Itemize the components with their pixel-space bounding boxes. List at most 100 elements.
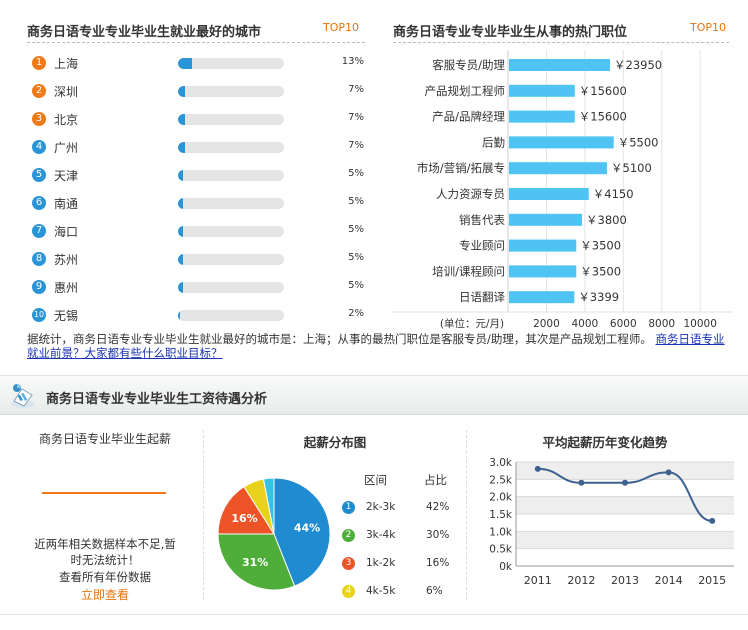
legend-number: 2 [342, 529, 355, 542]
y-tick-label: 2.5k [489, 474, 513, 486]
city-name: 北京 [54, 113, 79, 127]
starting-salary-note-2: 时无法统计！ [70, 553, 140, 567]
job-value-label: ￥5100 [611, 161, 652, 175]
rank-badge: 3 [32, 112, 46, 126]
starting-salary-note-3: 查看所有年份数据 [59, 570, 151, 584]
job-category-label: 销售代表 [459, 213, 505, 227]
legend-share: 30% [426, 529, 450, 541]
rank-badge: 4 [32, 140, 46, 154]
rank-badge: 9 [32, 280, 46, 294]
cities-top10-badge: TOP10 [323, 21, 360, 34]
city-row: 7 海口 5% [32, 222, 364, 242]
legend-range: 3k-4k [366, 529, 396, 541]
legend-share: 16% [426, 557, 450, 569]
rank-badge: 7 [32, 224, 46, 238]
city-share-track [178, 114, 284, 125]
legend-header-range: 区间 [364, 473, 387, 487]
job-value-label: ￥3500 [580, 239, 621, 253]
city-name: 南通 [54, 197, 79, 211]
cities-divider [27, 42, 365, 43]
x-tick-label: 2012 [567, 574, 595, 587]
trend-point [578, 479, 585, 486]
legend-header-share: 占比 [424, 473, 447, 487]
job-bar [509, 110, 575, 123]
rank-badge: 1 [32, 56, 46, 70]
job-bar [509, 265, 577, 278]
legend-row: 2 3k-4k 30% [342, 528, 452, 544]
job-value-label: ￥15600 [579, 84, 627, 98]
city-row: 3 北京 7% [32, 110, 364, 130]
city-share-pct: 7% [348, 112, 364, 123]
trend-point [534, 465, 541, 472]
city-name: 无锡 [54, 309, 79, 323]
pie-slice-label: 31% [242, 556, 268, 569]
rank-badge: 5 [32, 168, 46, 182]
legend-number: 4 [342, 585, 355, 598]
city-name: 海口 [54, 225, 79, 239]
starting-salary-title: 商务日语专业毕业生起薪 [38, 432, 171, 446]
city-share-track [178, 142, 284, 153]
y-tick-label: 1.0k [489, 526, 513, 538]
city-share-pct: 5% [348, 196, 364, 207]
city-row: 1 上海 13% [32, 54, 364, 74]
distribution-title: 起薪分布图 [303, 435, 367, 450]
city-share-track [178, 310, 284, 321]
job-value-label: ￥3500 [580, 264, 621, 278]
summary-link[interactable]: 商务日语专业就业前景？大家都有些什么职业目标？ [27, 332, 725, 360]
y-tick-label: 2.0k [489, 492, 513, 504]
city-share-track [178, 170, 284, 181]
city-share-track [178, 58, 284, 69]
job-value-label: ￥5500 [618, 135, 659, 149]
pie-slice [262, 477, 275, 535]
job-category-label: 日语翻译 [459, 290, 505, 304]
job-value-label: ￥23950 [614, 58, 662, 72]
pie-slice-label: 16% [231, 512, 257, 525]
job-bar [509, 136, 614, 149]
salary-section-title: 商务日语专业专业毕业生工资待遇分析 [46, 392, 268, 407]
city-share-fill [178, 282, 183, 293]
city-share-fill [178, 310, 180, 321]
job-category-label: 培训/课程顾问 [432, 264, 505, 278]
city-share-fill [178, 142, 185, 153]
city-row: 10 无锡 2% [32, 306, 364, 326]
pie-slice [273, 477, 331, 587]
legend-range: 4k-5k [366, 585, 396, 597]
chart-doc-icon [11, 384, 35, 408]
x-tick-label: 2000 [533, 318, 560, 330]
city-name: 天津 [54, 169, 79, 183]
column-divider-1 [203, 430, 204, 600]
city-share-pct: 7% [348, 140, 364, 151]
city-row: 5 天津 5% [32, 166, 364, 186]
summary-statement: 据统计，商务日语专业专业毕业生就业最好的城市是：上海；从事的最热门职位是客服专员… [27, 332, 652, 346]
jobs-panel-title: 商务日语专业专业毕业生从事的热门职位 [393, 25, 628, 40]
x-tick-label: 10000 [683, 318, 716, 330]
legend-number: 3 [342, 557, 355, 570]
view-now-link[interactable]: 立即查看 [80, 588, 129, 602]
legend-share: 42% [426, 501, 450, 513]
x-tick-label: 2011 [524, 574, 552, 587]
trend-title: 平均起薪历年变化趋势 [542, 435, 668, 450]
city-name: 苏州 [54, 253, 79, 267]
jobs-divider [393, 42, 729, 43]
city-share-fill [178, 58, 192, 69]
legend-range: 1k-2k [366, 557, 396, 569]
city-row: 9 惠州 5% [32, 278, 364, 298]
city-share-pct: 5% [348, 168, 364, 179]
city-share-track [178, 254, 284, 265]
city-share-pct: 13% [341, 56, 364, 67]
legend-row: 3 1k-2k 16% [342, 556, 452, 572]
x-tick-label: 2015 [698, 574, 726, 587]
y-tick-label: 0k [499, 561, 513, 573]
city-share-track [178, 198, 284, 209]
job-value-label: ￥3399 [578, 290, 619, 304]
job-bar [509, 59, 610, 71]
city-row: 6 南通 5% [32, 194, 364, 214]
pie-slice [217, 486, 275, 535]
legend-number: 1 [342, 501, 355, 514]
jobs-bar-chart: 2000 4000 6000 8000 10000 (单位：元/月) 客服专员/助理 ￥239… [392, 50, 733, 330]
cities-panel-title: 商务日语专业专业毕业生就业最好的城市 [27, 25, 262, 40]
job-bar [509, 239, 577, 252]
city-name: 深圳 [54, 85, 79, 99]
city-share-fill [178, 170, 183, 181]
job-category-label: 产品/品牌经理 [432, 110, 505, 124]
